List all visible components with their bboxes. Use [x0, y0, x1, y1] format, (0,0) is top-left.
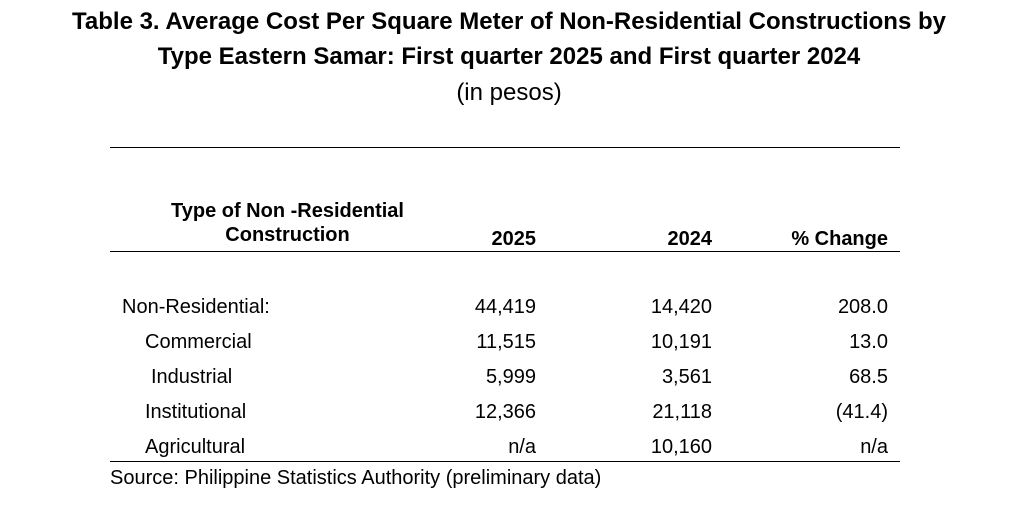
table-row-industrial: Industrial 5,999 3,561 68.5 — [110, 360, 900, 395]
row-value-percent-change: 68.5 — [849, 366, 888, 388]
row-label: Non-Residential: — [122, 296, 270, 318]
row-value-2024: 3,561 — [661, 366, 712, 388]
row-label: Industrial — [151, 366, 233, 388]
row-value-percent-change: 208.0 — [837, 296, 888, 318]
row-label: Commercial — [145, 331, 252, 353]
row-value-2025: 5,999 — [485, 366, 536, 388]
header-type-line-2: Construction — [225, 224, 350, 246]
row-value-percent-change: 13.0 — [849, 331, 888, 353]
row-value-percent-change: (41.4) — [835, 401, 888, 423]
table-top-rule — [110, 147, 900, 148]
table-row-agricultural: Agricultural n/a 10,160 n/a — [110, 430, 900, 465]
row-label: Agricultural — [145, 436, 246, 458]
header-2025: 2025 — [491, 228, 537, 250]
row-value-2025: 11,515 — [476, 331, 536, 353]
header-type-of-construction: Type of Non -Residential Construction — [110, 199, 465, 247]
row-value-2024: 21,118 — [652, 401, 712, 423]
table-title-line-1: Table 3. Average Cost Per Square Meter o… — [72, 8, 946, 35]
table-bottom-rule — [110, 461, 900, 462]
row-value-2025: 12,366 — [474, 401, 536, 423]
header-bottom-rule — [110, 251, 900, 252]
row-value-2024: 10,160 — [650, 436, 712, 458]
table-subtitle: (in pesos) — [456, 79, 562, 106]
source-note: Source: Philippine Statistics Authority … — [110, 467, 602, 489]
row-value-2025: n/a — [508, 436, 536, 458]
header-percent-change: % Change — [791, 228, 888, 250]
table-row-institutional: Institutional 12,366 21,118 (41.4) — [110, 395, 900, 430]
table-title-block: Table 3. Average Cost Per Square Meter o… — [0, 4, 1018, 111]
header-2024: 2024 — [667, 228, 713, 250]
row-value-2024: 10,191 — [650, 331, 712, 353]
table-row-commercial: Commercial 11,515 10,191 13.0 — [110, 325, 900, 360]
table-row-non-residential: Non-Residential: 44,419 14,420 208.0 — [110, 290, 900, 325]
table-title-line-2: Type Eastern Samar: First quarter 2025 a… — [157, 43, 861, 70]
row-value-2025: 44,419 — [474, 296, 536, 318]
row-label: Institutional — [145, 401, 247, 423]
header-type-line-1: Type of Non -Residential — [171, 200, 404, 222]
row-value-percent-change: n/a — [860, 436, 888, 458]
row-value-2024: 14,420 — [650, 296, 712, 318]
